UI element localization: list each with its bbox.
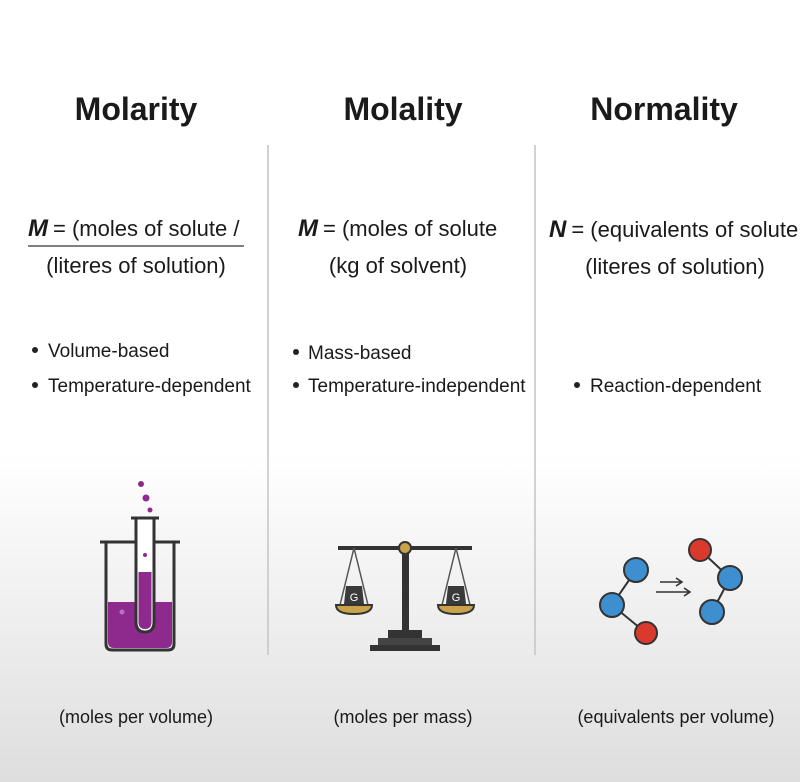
bullet-dot	[293, 349, 299, 355]
column-title: Molarity	[75, 91, 198, 127]
bullet: Reaction-dependent	[590, 376, 762, 397]
formula-text: = (moles of solute	[323, 216, 497, 241]
weight-label: G	[452, 592, 461, 604]
formula-denominator: (literes of solution)	[585, 254, 765, 279]
column-title: Molality	[343, 91, 462, 127]
formula-denominator: (kg of solvent)	[329, 253, 467, 278]
formula: M = (moles of solute	[298, 215, 497, 242]
molecule-icon	[599, 538, 743, 645]
formula: M = (moles of solute /	[28, 215, 240, 242]
formula-text: = (moles of solute /	[53, 216, 240, 241]
beaker-icon	[100, 481, 180, 652]
bullet-dot	[32, 347, 38, 353]
bullet: Mass-based	[308, 343, 412, 364]
caption: (moles per mass)	[333, 707, 472, 727]
symbol: N	[549, 216, 567, 243]
scale-icon: G G	[334, 541, 476, 651]
caption: (equivalents per volume)	[577, 707, 774, 727]
bullet: Temperature-dependent	[48, 376, 252, 397]
formula-denominator: (literes of solution)	[46, 253, 226, 278]
weight-label: G	[350, 592, 359, 604]
bullet-dot	[32, 382, 38, 388]
formula-text: = (equivalents of solute	[571, 217, 798, 242]
symbol: M	[28, 215, 49, 242]
formula: N = (equivalents of solute	[549, 216, 798, 243]
column-title: Normality	[590, 91, 738, 127]
bullet: Volume-based	[48, 341, 169, 362]
bullet-dot	[574, 382, 580, 388]
bullet-dot	[293, 382, 299, 388]
symbol: M	[298, 215, 319, 242]
bullet: Temperature-independent	[308, 376, 526, 397]
caption: (moles per volume)	[59, 707, 213, 727]
